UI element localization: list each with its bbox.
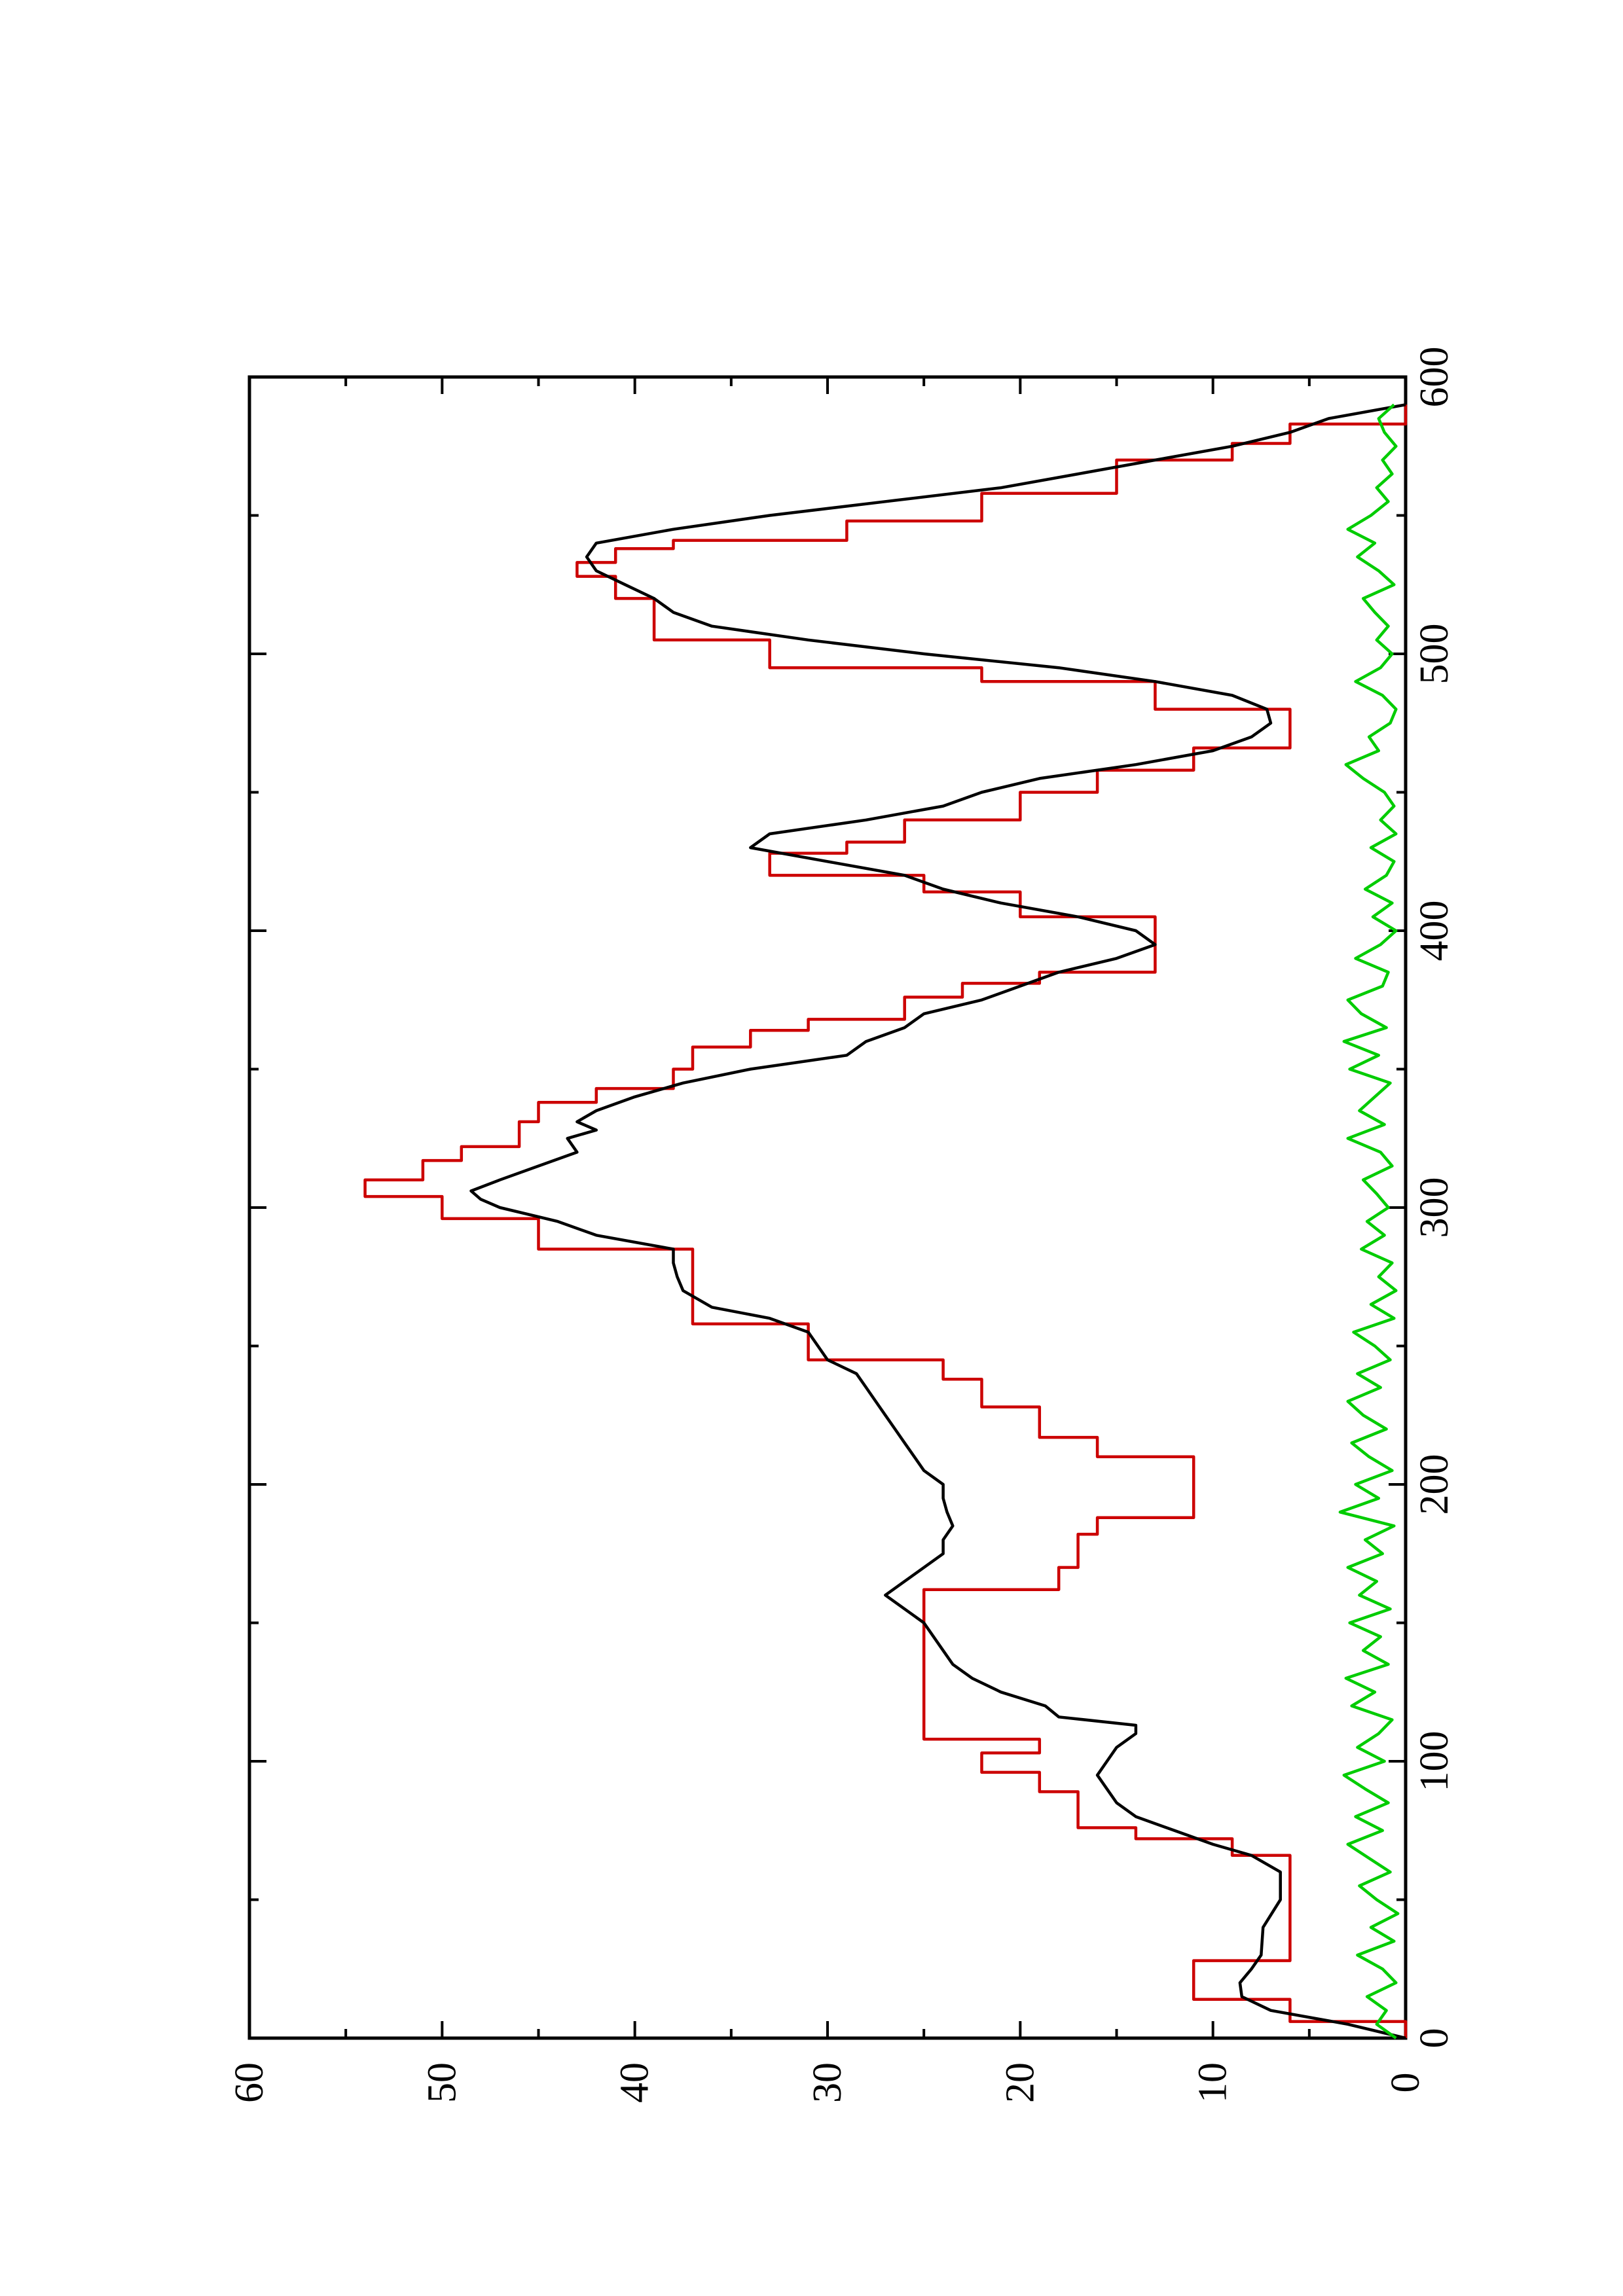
series-line-2 <box>469 403 1406 2040</box>
plot-frame <box>247 375 1408 2040</box>
y-tick-label: 50 <box>420 2062 464 2103</box>
series-line-1 <box>363 404 1408 2038</box>
y-tick-label: 40 <box>613 2062 657 2103</box>
series-layer <box>363 403 1408 2040</box>
x-tick-label: 600 <box>1412 347 1457 408</box>
tick-marks <box>248 376 1407 2039</box>
x-tick-label: 0 <box>1412 2028 1457 2049</box>
series-line-3 <box>1338 403 1400 2039</box>
x-tick-label: 400 <box>1412 901 1457 961</box>
x-tick-label: 300 <box>1412 1177 1457 1238</box>
x-tick-label: 100 <box>1412 1731 1457 1792</box>
tick-labels: 0 100 200 300 400 500 600 0 10 20 30 40 50 60 <box>227 347 1457 2104</box>
x-tick-label: 200 <box>1412 1454 1457 1515</box>
y-tick-label: 0 <box>1383 2073 1428 2093</box>
y-tick-label: 20 <box>998 2062 1042 2103</box>
y-tick-label: 30 <box>805 2062 850 2103</box>
y-tick-label: 10 <box>1191 2062 1235 2103</box>
y-tick-label: 60 <box>227 2062 272 2103</box>
x-tick-label: 500 <box>1412 624 1457 685</box>
